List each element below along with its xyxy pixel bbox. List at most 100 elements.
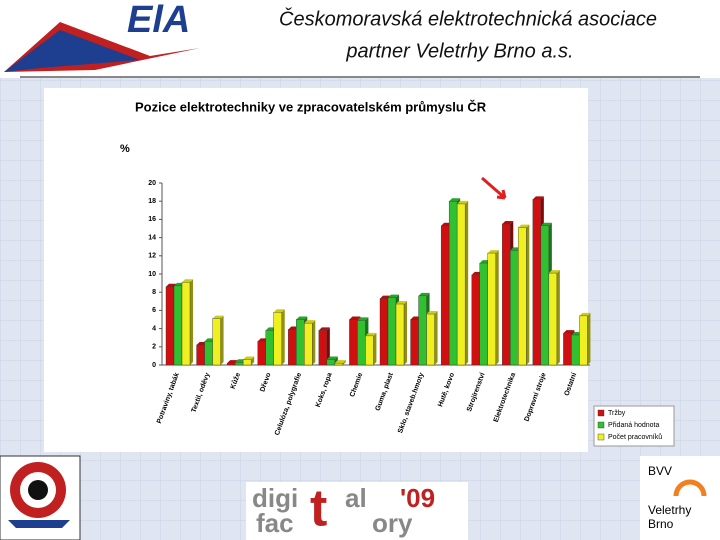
y-tick-label: 14 [148, 234, 156, 241]
bar [257, 341, 266, 366]
bar [448, 200, 458, 366]
bar [387, 297, 397, 366]
bar [204, 341, 213, 366]
bar-top [518, 224, 530, 228]
legend-swatch [597, 433, 605, 441]
bar [326, 359, 336, 366]
bar-top [334, 360, 346, 364]
bar [196, 344, 205, 366]
bar-side [251, 356, 255, 365]
bar-top [418, 292, 430, 296]
bar [379, 298, 389, 366]
bar [334, 362, 344, 366]
bar-side [404, 301, 407, 365]
bar-side [312, 320, 316, 365]
bar [510, 250, 519, 366]
y-tick-label: 18 [148, 198, 156, 205]
logo-digital [246, 482, 468, 540]
logo-bvv [640, 456, 720, 540]
header-line: Českomoravská elektrotechnická asociace [279, 7, 657, 30]
bar-side [434, 311, 438, 365]
bar [212, 318, 221, 366]
legend-swatch [597, 421, 605, 429]
eia-swoosh [4, 30, 140, 72]
logo-text: al [345, 483, 367, 513]
bar-top [318, 327, 330, 331]
bar [502, 223, 511, 366]
legend-label: Přidaná hodnota [608, 422, 659, 429]
bar-top [540, 222, 552, 226]
bar [357, 320, 366, 366]
bar [288, 329, 297, 366]
bar [173, 285, 183, 366]
bar-top [326, 356, 338, 360]
bar [571, 334, 580, 366]
bar-side [495, 250, 499, 365]
y-tick-label: 20 [148, 180, 156, 187]
logo-text: ory [372, 508, 413, 538]
logo-gear [8, 520, 70, 528]
y-tick-label: 16 [148, 216, 156, 223]
bar-side [556, 270, 560, 365]
bar-top [273, 309, 285, 313]
bar [304, 322, 313, 366]
bar [479, 262, 488, 366]
header-band [0, 0, 720, 78]
bar-top [388, 294, 399, 298]
bar-top [365, 332, 377, 336]
legend-box [593, 405, 675, 447]
legend-label: Počet pracovníků [608, 433, 662, 441]
logo-text: '09 [400, 483, 435, 513]
bar [579, 315, 588, 366]
bar [518, 227, 527, 366]
chart-title: Pozice elektrotechniky ve zpracovatelské… [135, 99, 487, 114]
bar [265, 330, 274, 366]
bar-side [373, 332, 377, 365]
bar [226, 362, 236, 366]
bar-top [563, 330, 575, 334]
header-line: partner Veletrhy Brno a.s. [345, 40, 573, 62]
bar [563, 332, 572, 366]
y-tick-label: 12 [148, 253, 156, 260]
bar [532, 199, 542, 366]
bar [365, 335, 374, 366]
bar-side [342, 360, 346, 365]
bar-side [220, 315, 224, 365]
logo-text: Brno [648, 517, 674, 531]
bar-top [212, 315, 224, 319]
bar-top [449, 198, 461, 202]
y-tick-label: 4 [152, 325, 156, 332]
logo-text: Veletrhy [648, 503, 691, 517]
y-tick-label: 2 [152, 344, 156, 351]
bar [418, 295, 427, 366]
bar-top [243, 356, 255, 360]
bar [426, 313, 435, 366]
y-tick-label: 10 [148, 271, 156, 278]
bar [296, 319, 305, 366]
bar [471, 274, 480, 366]
bar [318, 330, 328, 366]
logo-gear [28, 480, 48, 500]
bar-top [349, 316, 361, 320]
legend-label: Tržby [608, 410, 626, 417]
bar-side [526, 224, 530, 365]
y-tick-label: 8 [152, 289, 156, 296]
y-axis-label: % [120, 143, 130, 155]
bar-top [426, 311, 438, 315]
bar-side [326, 327, 330, 365]
logo-text: fac [256, 508, 294, 538]
logo-text: BVV [648, 464, 672, 478]
bar [440, 225, 450, 366]
bar-side [587, 312, 591, 365]
bar-top [296, 316, 308, 320]
bar [487, 252, 496, 366]
logo-text: t [310, 480, 327, 538]
bar-top [487, 250, 499, 254]
bar [234, 362, 244, 366]
bar-top [457, 200, 469, 204]
legend-swatch [597, 409, 605, 417]
bar [181, 281, 191, 366]
y-tick-label: 0 [152, 362, 156, 369]
bar [456, 203, 466, 366]
